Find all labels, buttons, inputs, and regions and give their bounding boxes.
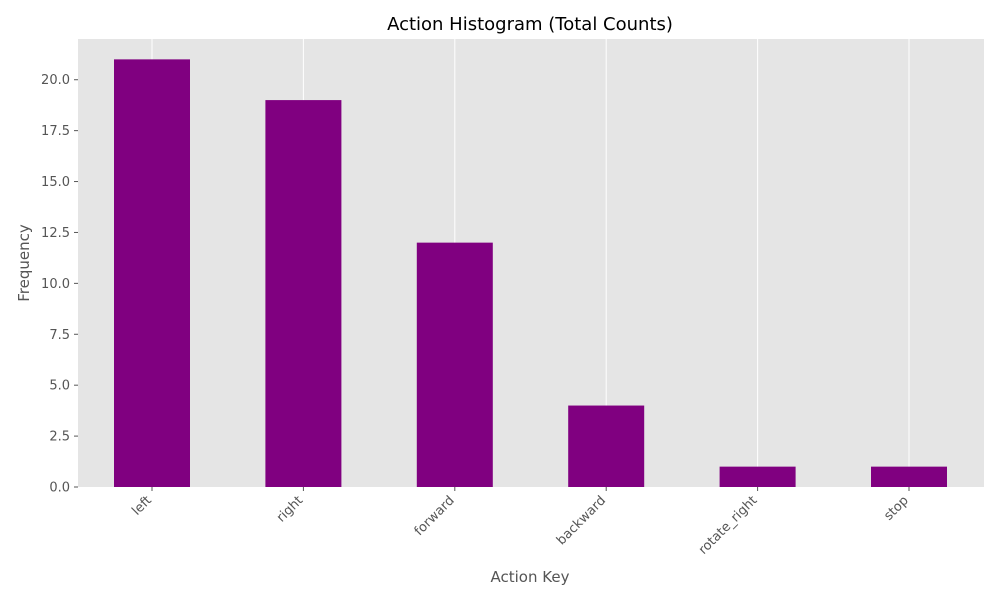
y-tick-label: 5.0 — [49, 379, 70, 394]
bar-layer — [114, 59, 947, 487]
x-axis-ticks: left right forward backward rotate_right stop — [129, 487, 912, 558]
x-axis-label: Action Key — [491, 568, 570, 586]
x-tick-label: forward — [412, 493, 458, 539]
y-tick-label: 0.0 — [49, 481, 70, 496]
plot-area — [78, 39, 984, 487]
y-tick-label: 20.0 — [41, 73, 70, 88]
x-tick-label: right — [274, 493, 306, 525]
x-tick-label: stop — [881, 493, 911, 523]
x-tick-label: rotate_right — [696, 493, 761, 558]
y-axis-ticks: 0.0 2.5 5.0 7.5 10.0 12.5 15.0 17.5 20.0 — [41, 73, 78, 496]
y-axis-label: Frequency — [15, 224, 33, 302]
x-tick-label: left — [129, 493, 155, 519]
y-tick-label: 10.0 — [41, 277, 70, 292]
y-tick-label: 7.5 — [49, 328, 70, 343]
chart-title: Action Histogram (Total Counts) — [387, 14, 673, 35]
bar-rotate_right — [719, 466, 796, 487]
y-tick-label: 12.5 — [41, 226, 70, 241]
bar-forward — [416, 242, 493, 487]
y-tick-label: 2.5 — [49, 430, 70, 445]
bar-backward — [568, 405, 645, 487]
bar-right — [265, 100, 342, 487]
y-tick-label: 17.5 — [41, 124, 70, 139]
bar-stop — [871, 466, 947, 487]
x-tick-label: backward — [554, 493, 609, 548]
bar-left — [114, 59, 190, 487]
y-tick-label: 15.0 — [41, 175, 70, 190]
